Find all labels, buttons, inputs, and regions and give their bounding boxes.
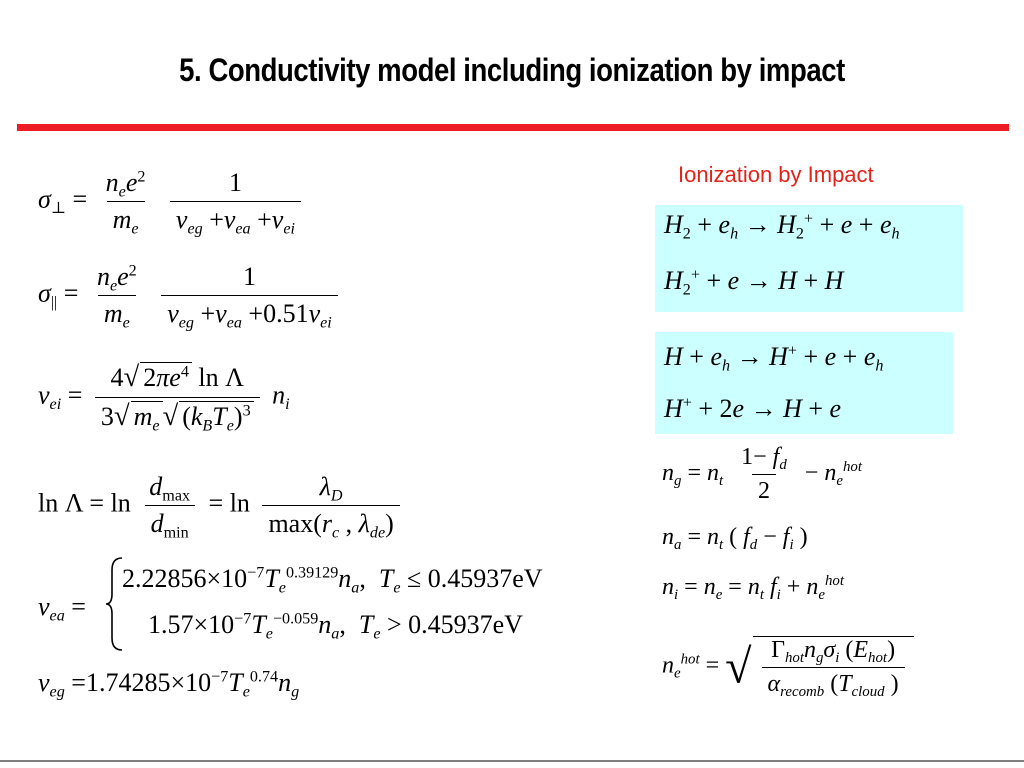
equation-ni: ni = ne = nt fi + nehot <box>662 573 844 604</box>
slide-title: 5. Conductivity model including ionizati… <box>179 52 845 88</box>
equation-nu-ea: νea = <box>38 592 86 625</box>
reaction-h2-ionization: H2 + eh → H2+ + e + eh <box>664 210 900 243</box>
reaction-box-h2 <box>655 205 963 312</box>
equation-nu-ea-case2: 1.57×10−7Te−0.059na, Te > 0.45937eV <box>148 610 523 643</box>
equation-na: na = nt ( fd − fi ) <box>662 524 808 554</box>
equation-nu-eg: νeg =1.74285×10−7Te0.74ng <box>38 668 300 701</box>
equation-nu-ei: νei = 4√ 2πe4 ln Λ 3√ me √ (kBTe)3 ni <box>38 362 290 435</box>
equation-nu-ea-case1: 2.22856×10−7Te0.39129na, Te ≤ 0.45937eV <box>122 564 543 597</box>
reaction-h-ionization: H + eh → H+ + e + eh <box>664 342 884 375</box>
reaction-h2-recombination: H2+ + e → H + H <box>664 266 844 299</box>
title-underline-bar <box>17 124 1009 131</box>
reaction-h-recombination: H+ + 2e → H + e <box>664 394 842 423</box>
equation-ng: ng = nt 1− fd 2 − nehot <box>662 444 862 504</box>
piecewise-brace <box>105 557 123 651</box>
reaction-box-h <box>655 332 953 434</box>
equation-ne-hot: nehot = √ Γhotngσi (Ehot) αrecomb (Tcloud … <box>662 636 914 700</box>
equation-sigma-perp: σ⊥ = nee2 me 1 νeg +νea +νei <box>38 168 307 237</box>
section-subtitle: Ionization by Impact <box>678 162 874 187</box>
equation-ln-lambda: ln Λ = ln dmax dmin = ln λD max(rc , λde) <box>38 472 406 541</box>
equation-sigma-parallel: σ|| = nee2 me 1 νeg +νea +0.51νei <box>38 262 344 331</box>
footer-divider <box>0 760 1024 762</box>
